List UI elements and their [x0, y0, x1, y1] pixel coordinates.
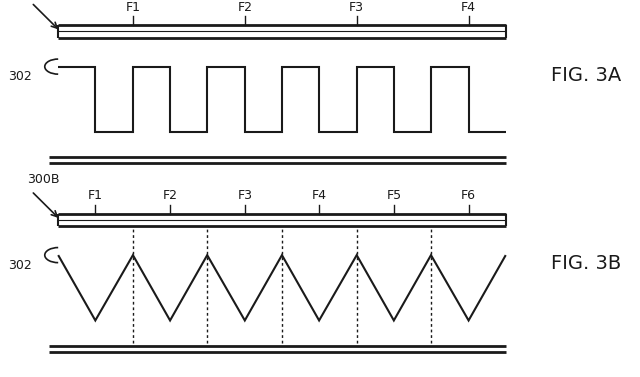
Text: F5: F5	[387, 189, 401, 202]
Text: FIG. 3B: FIG. 3B	[551, 254, 621, 273]
Text: F2: F2	[163, 189, 177, 202]
Text: F2: F2	[237, 1, 252, 14]
Text: F6: F6	[461, 189, 476, 202]
Text: F4: F4	[461, 1, 476, 14]
Text: FIG. 3A: FIG. 3A	[551, 66, 621, 85]
Text: 302: 302	[8, 70, 31, 83]
Text: F4: F4	[312, 189, 326, 202]
Text: F3: F3	[237, 189, 252, 202]
Text: F1: F1	[88, 189, 103, 202]
Text: F1: F1	[125, 1, 140, 14]
Text: F3: F3	[349, 1, 364, 14]
Text: 300B: 300B	[27, 173, 60, 186]
Text: 302: 302	[8, 259, 31, 272]
